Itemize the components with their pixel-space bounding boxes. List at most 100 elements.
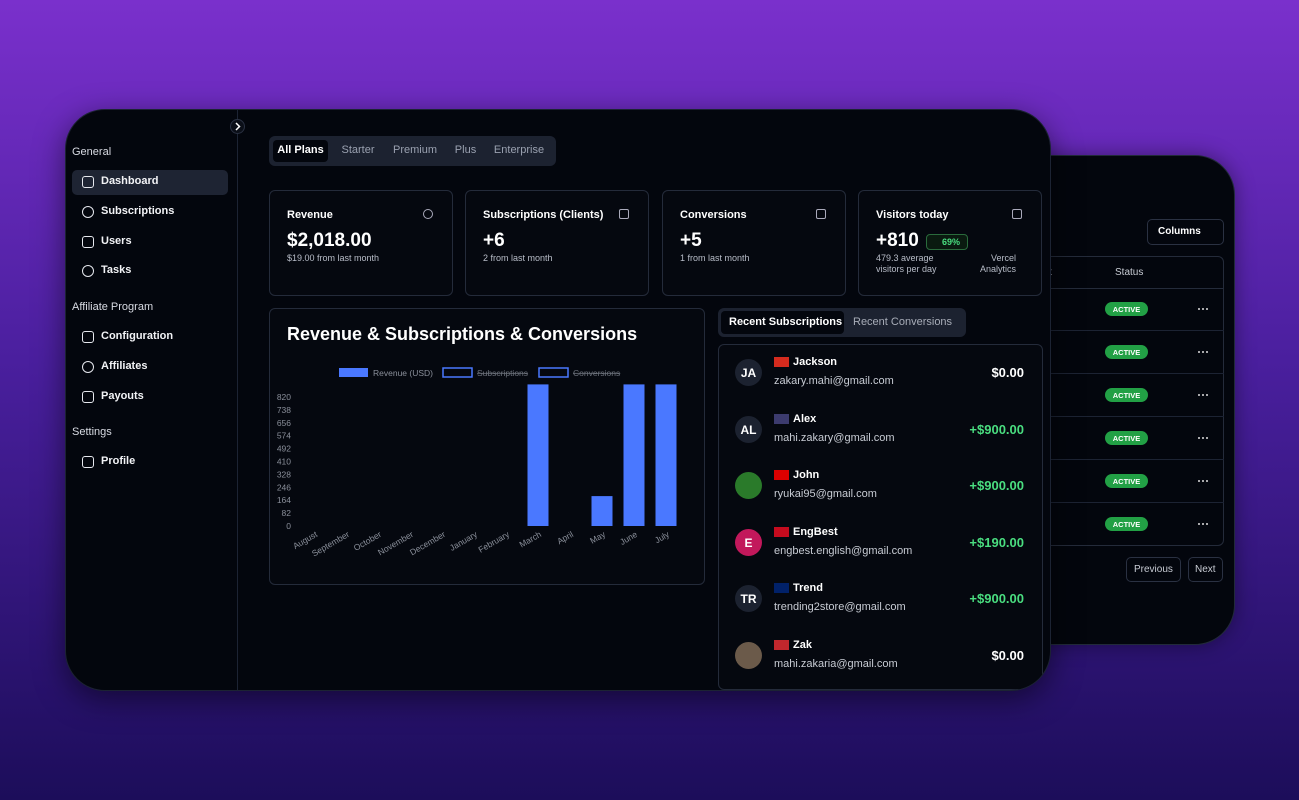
more-dot[interactable] [1202, 351, 1204, 353]
more-dot[interactable] [1198, 308, 1200, 310]
customer-email: ryukai95@gmail.com [774, 488, 877, 501]
plan-tab-label[interactable]: Premium [392, 144, 438, 156]
stat-label: Subscriptions (Clients) [483, 209, 604, 221]
front-window: General Dashboard Subscriptions Users Tasks A… [65, 109, 1051, 691]
flag [774, 640, 789, 650]
y-tick-label: 328 [277, 469, 291, 479]
more-dot[interactable] [1206, 480, 1208, 482]
stat-card [662, 190, 846, 296]
y-tick-label: 82 [282, 508, 292, 518]
row-divider [1031, 459, 1224, 460]
more-dot[interactable] [1206, 394, 1208, 396]
sidebar-item[interactable]: Profile [101, 455, 136, 467]
avatar [735, 415, 762, 443]
more-dot[interactable] [1206, 523, 1208, 525]
more-dot[interactable] [1202, 437, 1204, 439]
sidebar-item[interactable]: Dashboard [101, 175, 159, 187]
sidebar-active[interactable] [72, 170, 228, 195]
more-dot[interactable] [1202, 394, 1204, 396]
sidebar-group-title: General [72, 146, 112, 158]
more-dot[interactable] [1198, 351, 1200, 353]
avatar-initials: E [744, 535, 753, 550]
status-text: ACTIVE [1112, 348, 1141, 357]
stat-label: Visitors today [876, 209, 949, 221]
recent-tab[interactable]: Recent Conversions [853, 316, 953, 328]
more-dot[interactable] [1202, 523, 1204, 525]
customer-email: mahi.zakary@gmail.com [774, 431, 895, 444]
customer-email: mahi.zakaria@gmail.com [774, 658, 898, 670]
bar [527, 384, 549, 526]
chart: 082164246328410492574656738820AugustSept… [277, 367, 677, 559]
y-tick-label: 410 [277, 456, 291, 466]
sidebar-icon [82, 176, 94, 188]
sidebar-item[interactable]: Configuration [101, 330, 174, 342]
plan-tab-label[interactable]: Plus [454, 144, 477, 156]
row-divider [1031, 502, 1224, 503]
columns-button-label[interactable]: Columns [1158, 226, 1201, 237]
sidebar-item[interactable]: Payouts [101, 390, 144, 402]
plan-tab-label[interactable]: Starter [341, 144, 375, 156]
customer-name: Zak [793, 639, 812, 651]
legend-swatch [442, 367, 473, 378]
stat-icon [423, 209, 433, 219]
x-tick-label: June [618, 529, 639, 547]
sidebar-item[interactable]: Subscriptions [101, 205, 175, 217]
avatar-initials: TR [740, 592, 757, 607]
avatar [735, 359, 762, 386]
pagination-label[interactable]: Previous [1134, 564, 1173, 575]
sidebar-item[interactable]: Users [101, 235, 132, 247]
amount: +$900.00 [969, 478, 1024, 494]
x-tick-label: April [555, 529, 575, 546]
avatar-initials: AL [740, 422, 757, 437]
stat-value: $2,018.00 [287, 230, 372, 251]
pagination-button[interactable] [1126, 557, 1181, 582]
more-dot[interactable] [1206, 437, 1208, 439]
legend-swatch [339, 368, 368, 377]
stat-label: Conversions [680, 209, 747, 221]
bar [655, 384, 677, 526]
plan-tab-label[interactable]: All Plans [277, 144, 324, 156]
stat-card [465, 190, 649, 296]
more-dot[interactable] [1202, 308, 1204, 310]
sidebar-group-title: Affiliate Program [72, 301, 154, 313]
status-badge [1105, 474, 1148, 488]
stat-note: $19.00 from last month [287, 253, 380, 263]
pagination-button[interactable] [1188, 557, 1223, 582]
more-dot[interactable] [1206, 308, 1208, 310]
row-divider [1031, 330, 1224, 331]
more-dot[interactable] [1198, 437, 1200, 439]
y-tick-label: 574 [277, 431, 291, 441]
more-dot[interactable] [1202, 480, 1204, 482]
collapse-button[interactable] [230, 119, 245, 134]
avatar [735, 528, 762, 556]
customer-name: EngBest [793, 525, 838, 538]
amount: $0.00 [991, 365, 1024, 380]
customer-name: Trend [793, 582, 823, 595]
more-dot[interactable] [1198, 480, 1200, 482]
plan-tab[interactable] [273, 140, 328, 162]
recent-tab[interactable]: Recent Subscriptions [729, 316, 843, 328]
columns-button[interactable] [1147, 219, 1224, 245]
status-badge [1105, 388, 1148, 402]
x-tick-label: March [518, 529, 544, 550]
sidebar-item[interactable]: Affiliates [101, 360, 148, 372]
status-text: ACTIVE [1112, 477, 1141, 486]
recent-tab-active[interactable] [721, 311, 844, 334]
stat-link[interactable]: Vercel Analytics [979, 253, 1016, 274]
more-dot[interactable] [1206, 351, 1208, 353]
more-dot[interactable] [1198, 523, 1200, 525]
avatar [735, 585, 762, 613]
amount: +$190.00 [969, 534, 1024, 550]
more-dot[interactable] [1198, 394, 1200, 396]
status-text: ACTIVE [1112, 434, 1141, 443]
pagination-label[interactable]: Next [1195, 564, 1216, 575]
flag [774, 470, 789, 481]
sidebar-item[interactable]: Tasks [101, 264, 132, 276]
stat-value: +810 [876, 230, 919, 251]
stat-note: 1 from last month [680, 253, 750, 263]
chart-title: Revenue & Subscriptions & Conversions [287, 324, 638, 344]
status-badge [1105, 345, 1148, 359]
stat-badge-text: 69% [942, 237, 961, 247]
header-divider [1031, 288, 1224, 289]
plan-tab-label[interactable]: Enterprise [493, 144, 545, 156]
